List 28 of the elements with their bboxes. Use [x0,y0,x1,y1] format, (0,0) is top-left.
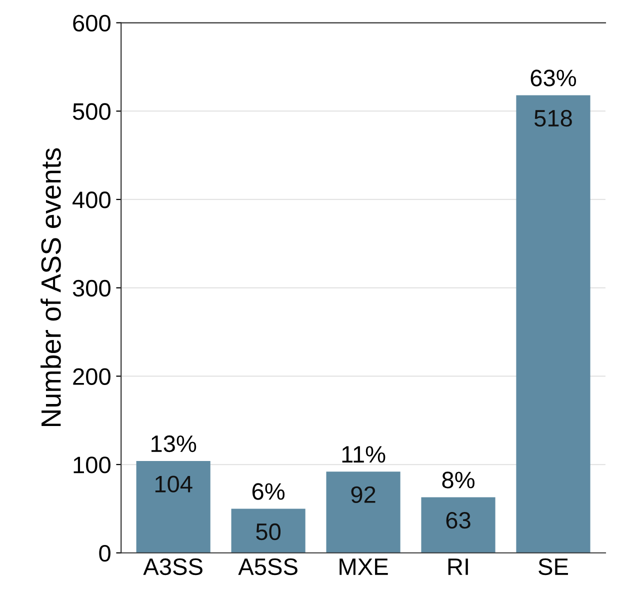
x-tick-label: A5SS [238,558,298,576]
y-tick-label: 600 [73,14,110,32]
y-axis-title: Number of ASS events [40,148,61,426]
bar [231,508,306,553]
y-tick-label: 500 [72,103,110,120]
x-tick-label: A3SS [143,558,202,576]
annotation: 8% [442,472,474,488]
y-tick-label: 300 [72,280,110,297]
data-label: 63 [446,512,470,529]
bar [326,472,400,553]
bar [421,497,496,553]
y-tick-label: 200 [73,368,110,385]
x-tick-label: SE [538,558,568,576]
y-tick-label: 0 [99,544,110,562]
data-label: 50 [256,523,281,540]
y-tick-label: 100 [74,456,110,474]
bar [136,460,210,553]
annotation: 13% [152,435,196,452]
data-label: 104 [155,476,192,492]
data-label: 518 [534,110,572,127]
annotation: 6% [252,483,285,500]
x-tick-label: RI [448,558,468,575]
bar [516,95,590,553]
data-label: 92 [351,486,376,504]
x-tick-label: MXE [340,558,388,575]
annotation: 11% [342,446,386,463]
annotation: 63% [530,70,576,86]
y-tick-label: 400 [72,192,110,208]
